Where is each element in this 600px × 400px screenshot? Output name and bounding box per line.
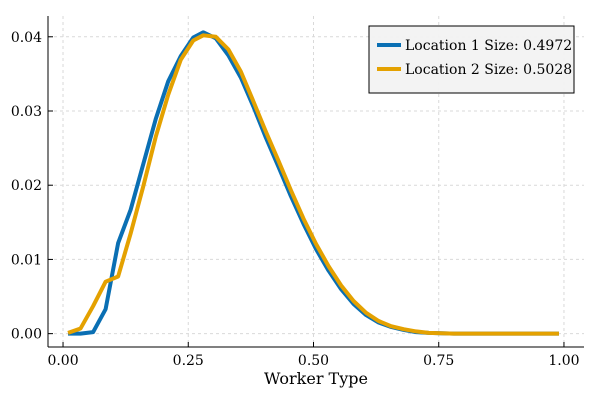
x-tick-label: 0.50 <box>298 353 329 369</box>
y-tick-label: 0.02 <box>11 178 42 194</box>
x-tick-label: 1.00 <box>548 353 579 369</box>
x-tick-label: 0.75 <box>423 353 454 369</box>
legend-box <box>368 25 575 94</box>
x-tick-label: 0.00 <box>47 353 78 369</box>
y-tick-label: 0.04 <box>11 30 42 46</box>
y-tick-label: 0.00 <box>11 327 42 343</box>
legend-label-location-2: Location 2 Size: 0.5028 <box>405 62 572 78</box>
x-axis-label: Worker Type <box>264 369 368 388</box>
series-layer <box>67 30 559 336</box>
legend-layer: Location 1 Size: 0.4972 Location 2 Size: … <box>368 25 575 94</box>
y-tick-label: 0.03 <box>11 104 42 120</box>
y-tick-label: 0.01 <box>11 252 42 268</box>
x-tick-label: 0.25 <box>173 353 204 369</box>
legend-label-location-1: Location 1 Size: 0.4972 <box>405 38 572 54</box>
axes-layer: 0.00 0.25 0.50 0.75 1.00 0.00 0.01 0.02 0.03 0.04 <box>11 16 584 369</box>
series-line-location-2 <box>67 33 559 336</box>
